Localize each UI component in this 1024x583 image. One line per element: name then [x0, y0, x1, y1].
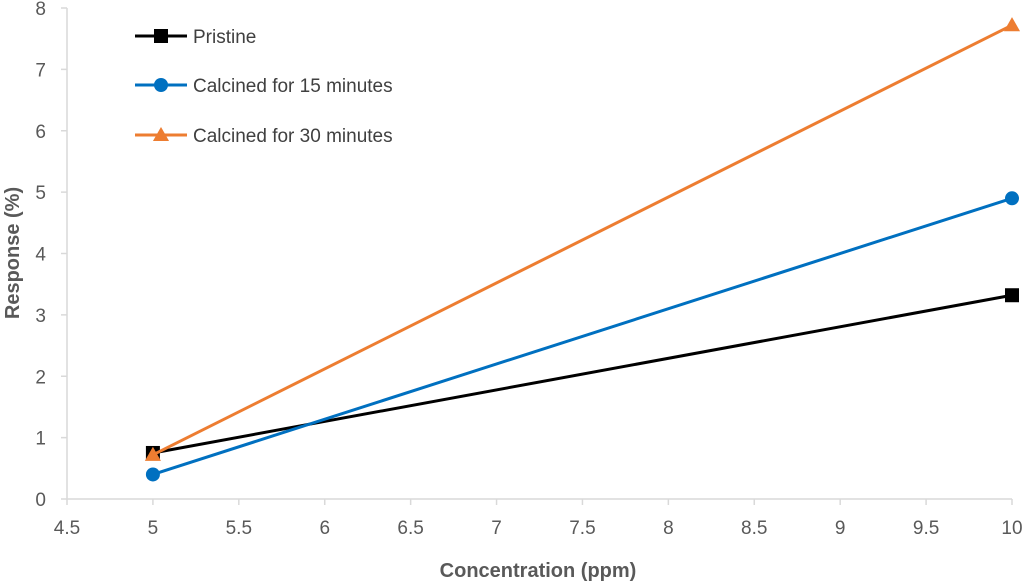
y-tick-label: 2: [35, 367, 46, 388]
series-layer: [144, 17, 1021, 482]
y-tick-label: 7: [35, 60, 46, 81]
axes: 4.5 5 5.5 6 6.5 7 7.5 8 8.5 9 9.5 10 0 1 2 3 4 5 6 7 8: [35, 0, 1022, 539]
legend-item: Pristine: [135, 27, 256, 48]
x-tick-label: 9: [835, 518, 846, 539]
y-tick-label: 3: [35, 306, 46, 327]
triangle-marker: [152, 126, 170, 142]
y-tick-label: 8: [35, 0, 46, 20]
x-tick-label: 5.5: [226, 518, 252, 539]
circle-marker: [1005, 191, 1019, 206]
square-marker: [1005, 288, 1019, 303]
legend-item: Calcined for 15 minutes: [135, 76, 393, 97]
y-axis-title: Response (%): [2, 187, 24, 319]
circle-marker: [145, 467, 160, 482]
x-axis-title: Concentration (ppm): [440, 560, 637, 582]
x-tick-label: 6: [319, 518, 330, 539]
x-tick-label: 6.5: [397, 518, 423, 539]
series-line: [152, 293, 1013, 455]
series-line: [152, 196, 1013, 476]
x-tick-label: 5: [148, 518, 159, 539]
square-marker: [154, 29, 168, 43]
legend-label: Calcined for 15 minutes: [193, 76, 393, 97]
series-calcined-for-15-minutes: [145, 191, 1019, 482]
legend-label: Pristine: [193, 27, 256, 48]
x-tick-label: 10: [1001, 518, 1022, 539]
y-tick-label: 1: [35, 429, 46, 450]
x-tick-label: 9.5: [913, 518, 939, 539]
series-calcined-for-30-minutes: [144, 17, 1021, 461]
triangle-marker: [1003, 17, 1021, 32]
y-tick-label: 0: [35, 490, 46, 511]
x-tick-label: 7: [491, 518, 502, 539]
y-tick-label: 6: [35, 122, 46, 143]
y-tick-label: 4: [35, 245, 46, 266]
legend: Pristine Calcined for 15 minutes Calcined …: [135, 27, 393, 147]
legend-item: Calcined for 30 minutes: [135, 126, 393, 147]
legend-label: Calcined for 30 minutes: [193, 126, 393, 147]
x-tick-label: 8.5: [741, 518, 767, 539]
x-tick-label: 4.5: [54, 518, 80, 539]
x-tick-label: 8: [663, 518, 674, 539]
circle-marker: [154, 78, 168, 92]
series-line: [152, 23, 1013, 457]
y-tick-label: 5: [35, 183, 46, 204]
x-tick-label: 7.5: [569, 518, 595, 539]
triangle-marker: [144, 446, 161, 461]
